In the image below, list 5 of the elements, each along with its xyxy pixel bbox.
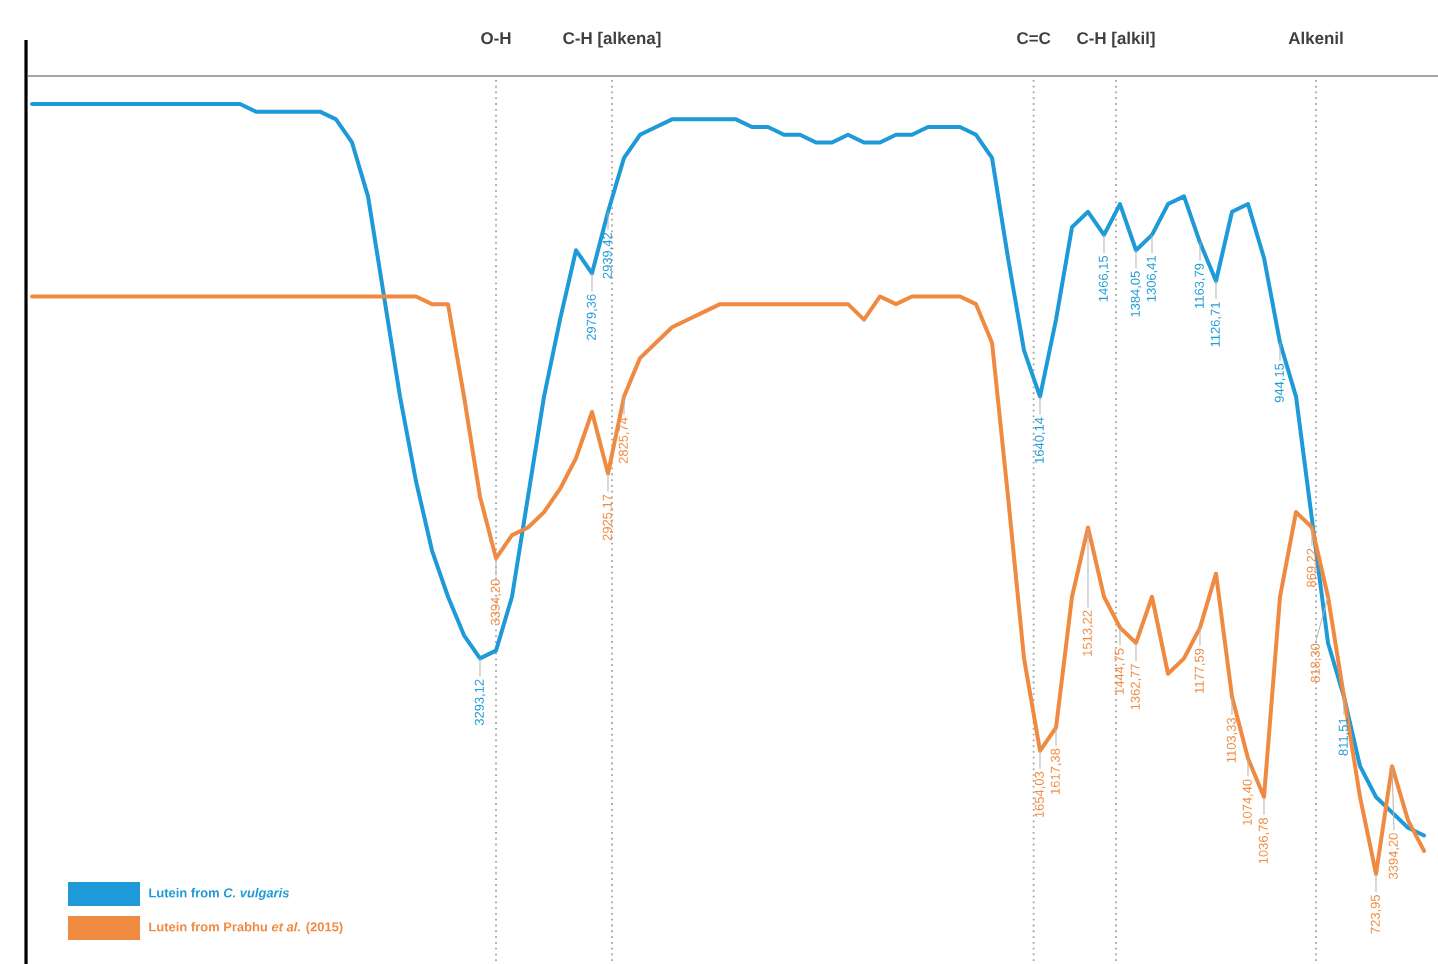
text: C=C xyxy=(1017,32,1051,45)
text: C-H [alkil] xyxy=(1077,31,1155,48)
text: C-H [alkena] xyxy=(563,31,661,48)
text: Alkenil xyxy=(1288,31,1343,45)
text: O-H xyxy=(481,32,511,45)
